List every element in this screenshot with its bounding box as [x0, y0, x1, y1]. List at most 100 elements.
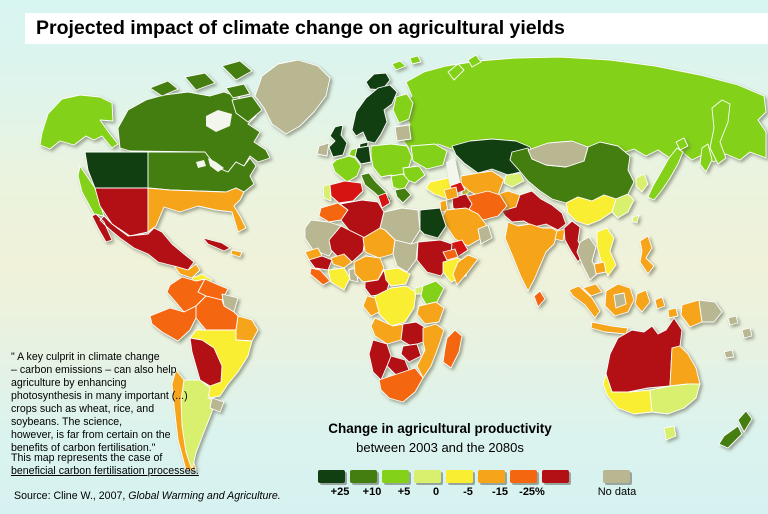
- region-syria: [443, 186, 459, 201]
- legend-swatch-loss-over-25: [542, 470, 569, 483]
- region-australia-northeast: [669, 345, 701, 387]
- source-line: Source: Cline W., 2007, Global Warming a…: [14, 490, 281, 502]
- source-reference: Global Warming and Agriculture.: [128, 490, 281, 502]
- region-france: [331, 155, 362, 183]
- quote-text: " A key culprit in climate change – carb…: [11, 351, 188, 454]
- region-malaysia: [582, 283, 603, 297]
- region-new-guinea-west: [680, 299, 703, 328]
- region-brazil-northeast: [235, 315, 259, 342]
- region-central-america: [173, 263, 201, 279]
- region-peru-ecuador: [149, 305, 197, 342]
- region-egypt: [419, 207, 447, 239]
- region-uk: [328, 124, 348, 158]
- region-pacific-islands: [723, 315, 753, 359]
- legend-label-minus5: -5: [463, 486, 473, 498]
- region-mozambique: [416, 323, 445, 379]
- region-iceland: [365, 72, 391, 91]
- legend-label-plus5: +5: [397, 486, 411, 498]
- region-sakhalin: [699, 143, 713, 173]
- region-argentina: [180, 379, 217, 471]
- legend-swatch-gain-over-25: [318, 470, 345, 483]
- region-tanzania: [416, 301, 445, 325]
- region-canadian-arctic-islands: [149, 60, 263, 123]
- source-prefix: Source: Cline W., 2007,: [14, 490, 129, 502]
- region-zambia: [400, 321, 427, 347]
- region-kamchatka: [709, 99, 731, 165]
- region-usa-northwest: [84, 151, 149, 189]
- region-pakistan-north-india: [501, 190, 567, 231]
- legend-label-minus25: -25%: [519, 486, 545, 498]
- region-namibia: [368, 339, 392, 381]
- legend-label-zero: 0: [432, 486, 440, 498]
- legend-label-plus25: +25: [330, 486, 350, 498]
- region-new-guinea-east: [698, 299, 723, 323]
- region-greece: [394, 187, 412, 204]
- legend-label-no-data: No data: [597, 486, 637, 498]
- region-greenland: [254, 59, 331, 135]
- note-text: This map represents the case of benefici…: [11, 452, 211, 478]
- region-vietnam: [596, 227, 617, 277]
- region-ireland: [316, 142, 330, 157]
- region-guinea: [308, 255, 333, 271]
- region-kyrgyzstan-tajikistan: [503, 172, 525, 188]
- region-bangladesh: [554, 228, 566, 242]
- region-cameroon: [364, 269, 391, 297]
- region-nigeria: [353, 255, 385, 283]
- legend-subtitle: between 2003 and the 2080s: [356, 440, 524, 455]
- region-mongolia: [527, 140, 589, 168]
- region-norway-sweden: [351, 84, 398, 144]
- region-india: [504, 221, 559, 292]
- region-somalia: [452, 254, 479, 286]
- legend-swatch-gain-10-25: [350, 470, 377, 483]
- region-philippines: [639, 235, 655, 275]
- hudson-bay: [206, 110, 232, 132]
- landmass-europe: [316, 72, 475, 211]
- region-uruguay: [209, 397, 225, 413]
- region-angola: [370, 317, 404, 345]
- region-spain: [329, 180, 364, 204]
- legend-title: Change in agricultural productivity: [328, 421, 552, 436]
- region-australia-southeast: [649, 383, 701, 415]
- landmass-north-america: [39, 59, 331, 287]
- region-maluku: [654, 296, 679, 319]
- region-mali: [328, 225, 366, 264]
- region-finland: [392, 93, 414, 124]
- region-bolivia-paraguay: [189, 337, 223, 387]
- note-line-1: This map represents the case of: [11, 452, 163, 464]
- region-oman: [477, 224, 493, 245]
- region-svalbard: [391, 55, 422, 71]
- landmass-eurasia-north: [391, 54, 767, 173]
- landmass-oceania: [602, 317, 753, 449]
- region-hispaniola: [230, 249, 243, 258]
- region-thailand-laos: [576, 236, 599, 281]
- region-brazil-northwest: [195, 295, 239, 331]
- region-kenya: [420, 280, 445, 307]
- region-alaska: [39, 94, 119, 150]
- region-eritrea: [442, 248, 459, 261]
- legend-swatch-no-data: [603, 470, 630, 483]
- region-tasmania: [663, 425, 677, 441]
- region-taiwan: [631, 214, 640, 224]
- region-gabon-congo: [362, 295, 380, 317]
- legend-swatch-loss-15-25: [510, 470, 537, 483]
- region-ukraine: [410, 143, 448, 170]
- landmass-south-america: [149, 276, 259, 471]
- region-south-africa: [378, 367, 424, 403]
- title-band: Projected impact of climate change on ag…: [25, 13, 768, 44]
- region-novaya-zemlya: [447, 54, 482, 81]
- region-chad: [392, 239, 419, 273]
- figure-title: Projected impact of climate change on ag…: [36, 17, 565, 39]
- region-java: [590, 321, 629, 335]
- region-cuba: [202, 237, 231, 252]
- region-southeast-china: [611, 193, 635, 219]
- legend-label-minus15: -15: [492, 486, 508, 498]
- region-korea: [635, 173, 649, 193]
- legend-label-plus10: +10: [362, 486, 382, 498]
- region-sumatra: [568, 285, 601, 319]
- region-tunisia: [377, 192, 391, 209]
- region-portugal: [322, 183, 332, 202]
- region-japan: [647, 137, 689, 201]
- region-usa-southeast: [147, 187, 247, 233]
